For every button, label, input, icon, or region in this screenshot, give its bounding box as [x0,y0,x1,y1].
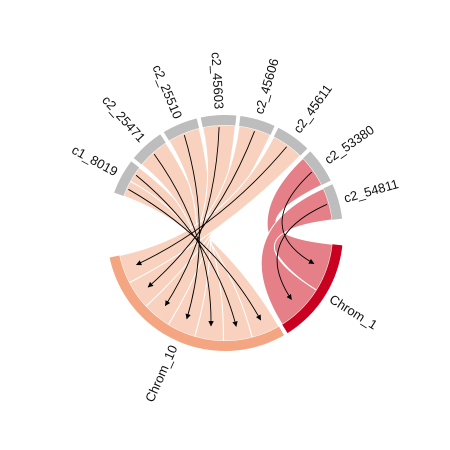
sector-c2-45603 [200,115,237,128]
arrow-c2-45606-to-chrom-10-5 [147,131,255,288]
arrow-c2-25471-to-chrom-10-2 [153,153,214,327]
sector-c2-25510 [163,118,200,141]
sector-c2-45611 [273,127,308,156]
sector-label-c2-45611: c2_45611 [290,81,335,135]
sector-label-c2-53380: c2_53380 [322,122,377,167]
sector-c2-54811 [323,184,343,220]
sector-label-c2-45603: c2_45603 [208,52,226,110]
sector-chrom-10 [109,255,284,351]
sector-label-c2-25510: c2_25510 [150,62,186,121]
sector-c2-53380 [303,151,331,186]
sector-label-c2-45606: c2_45606 [251,57,281,116]
arrow-c2-25510-to-chrom-10-3 [183,134,200,320]
sector-label-c2-25471: c2_25471 [99,93,148,146]
arrow-c2-54811-to-chrom-1-8 [276,203,328,300]
sector-label-chrom-1: Chrom_1 [327,291,380,332]
sector-label-c2-54811: c2_54811 [342,176,400,206]
ribbon-c2-54811-to-chrom-1-8 [260,187,333,326]
arrow-layer [128,127,328,327]
sector-c2-45606 [239,116,275,136]
ribbon-layer [118,124,333,342]
arrow-c2-45611-to-chrom-10-6 [136,146,287,266]
arrow-c2-45603-to-chrom-10-4 [164,127,220,307]
sector-c2-25471 [133,134,166,165]
sector-label-chrom-10: Chrom_10 [142,343,180,405]
sector-label-c1-8019: c1_8019 [69,142,120,179]
sector-layer [109,115,343,351]
arrow-c1-8019-to-chrom-10-0 [128,188,262,321]
sector-chrom-1 [282,244,343,334]
arrow-c2-53380-to-chrom-1-7 [281,171,315,264]
sector-c1-8019 [114,161,140,197]
